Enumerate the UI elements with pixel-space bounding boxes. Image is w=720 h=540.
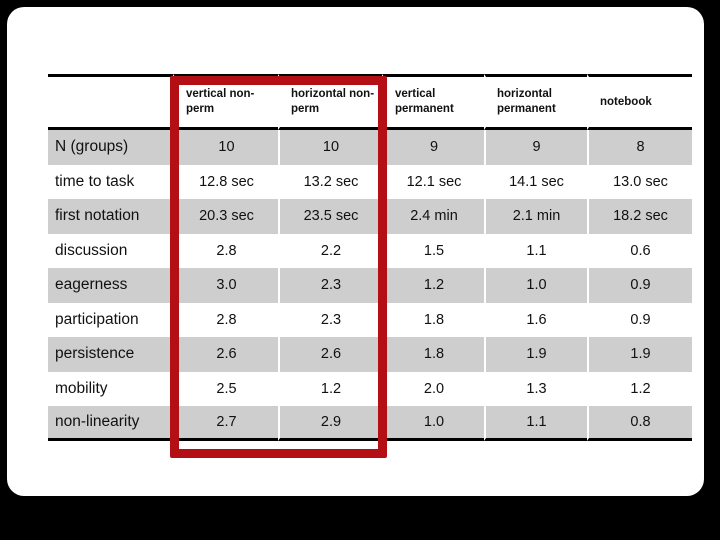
table-row: eagerness 3.0 2.3 1.2 1.0 0.9 xyxy=(48,268,692,303)
table-cell: 1.2 xyxy=(587,371,692,406)
table-cell: 2.0 xyxy=(382,371,484,406)
header-cell: horizontal permanent xyxy=(484,74,587,130)
table-row: time to task 12.8 sec 13.2 sec 12.1 sec 14.1… xyxy=(48,164,692,199)
table-header: vertical non-perm horizontal non-perm vert… xyxy=(48,74,692,130)
table-cell: 2.8 xyxy=(173,302,278,337)
table-row: discussion 2.8 2.2 1.5 1.1 0.6 xyxy=(48,233,692,268)
table-cell: 20.3 sec xyxy=(173,199,278,234)
table-cell: 2.2 xyxy=(278,233,382,268)
table-cell: 1.6 xyxy=(484,302,587,337)
table-cell: 0.9 xyxy=(587,268,692,303)
table-row: participation 2.8 2.3 1.8 1.6 0.9 xyxy=(48,302,692,337)
table-cell: 18.2 sec xyxy=(587,199,692,234)
table-cell: 1.3 xyxy=(484,371,587,406)
table-cell: 2.7 xyxy=(173,406,278,441)
table-cell: 23.5 sec xyxy=(278,199,382,234)
table-cell: 10 xyxy=(278,130,382,165)
table-cell: 2.6 xyxy=(173,337,278,372)
table-cell: 1.8 xyxy=(382,337,484,372)
table-row: first notation 20.3 sec 23.5 sec 2.4 min 2.1… xyxy=(48,199,692,234)
row-label: discussion xyxy=(48,233,173,268)
row-label: time to task xyxy=(48,164,173,199)
table-cell: 1.8 xyxy=(382,302,484,337)
table-cell: 13.2 sec xyxy=(278,164,382,199)
table-cell: 2.9 xyxy=(278,406,382,441)
table-cell: 2.5 xyxy=(173,371,278,406)
header-cell: notebook xyxy=(587,74,692,130)
table-row: persistence 2.6 2.6 1.8 1.9 1.9 xyxy=(48,337,692,372)
table-cell: 0.8 xyxy=(587,406,692,441)
table-cell: 9 xyxy=(484,130,587,165)
row-label: persistence xyxy=(48,337,173,372)
row-label: non-linearity xyxy=(48,406,173,441)
table-cell: 2.8 xyxy=(173,233,278,268)
table-cell: 14.1 sec xyxy=(484,164,587,199)
row-label: eagerness xyxy=(48,268,173,303)
header-row: vertical non-perm horizontal non-perm vert… xyxy=(48,74,692,130)
table-cell: 1.9 xyxy=(587,337,692,372)
results-table: vertical non-perm horizontal non-perm vert… xyxy=(48,74,692,441)
table-cell: 9 xyxy=(382,130,484,165)
table-cell: 0.6 xyxy=(587,233,692,268)
table-cell: 13.0 sec xyxy=(587,164,692,199)
table-cell: 2.4 min xyxy=(382,199,484,234)
table-cell: 1.1 xyxy=(484,233,587,268)
table-cell: 2.3 xyxy=(278,302,382,337)
header-cell: horizontal non-perm xyxy=(278,74,382,130)
table-cell: 2.3 xyxy=(278,268,382,303)
table-cell: 2.1 min xyxy=(484,199,587,234)
header-cell: vertical permanent xyxy=(382,74,484,130)
table-cell: 1.0 xyxy=(484,268,587,303)
row-label: participation xyxy=(48,302,173,337)
table-cell: 10 xyxy=(173,130,278,165)
table-cell: 8 xyxy=(587,130,692,165)
table-row: non-linearity 2.7 2.9 1.0 1.1 0.8 xyxy=(48,406,692,441)
table-cell: 1.0 xyxy=(382,406,484,441)
table-cell: 1.9 xyxy=(484,337,587,372)
table-cell: 1.2 xyxy=(382,268,484,303)
header-cell: vertical non-perm xyxy=(173,74,278,130)
row-label: mobility xyxy=(48,371,173,406)
table-cell: 1.5 xyxy=(382,233,484,268)
table-row: mobility 2.5 1.2 2.0 1.3 1.2 xyxy=(48,371,692,406)
table-cell: 1.2 xyxy=(278,371,382,406)
results-table-body: N (groups) 10 10 9 9 8 time to task 12.8 sec 13.… xyxy=(48,130,692,441)
table-cell: 2.6 xyxy=(278,337,382,372)
row-label: N (groups) xyxy=(48,130,173,165)
table-cell: 0.9 xyxy=(587,302,692,337)
header-cell-rowlabel xyxy=(48,74,173,130)
table-cell: 12.1 sec xyxy=(382,164,484,199)
table-row: N (groups) 10 10 9 9 8 xyxy=(48,130,692,165)
table-cell: 12.8 sec xyxy=(173,164,278,199)
slide-surface: vertical non-perm horizontal non-perm vert… xyxy=(7,7,704,496)
table-cell: 3.0 xyxy=(173,268,278,303)
row-label: first notation xyxy=(48,199,173,234)
table-cell: 1.1 xyxy=(484,406,587,441)
